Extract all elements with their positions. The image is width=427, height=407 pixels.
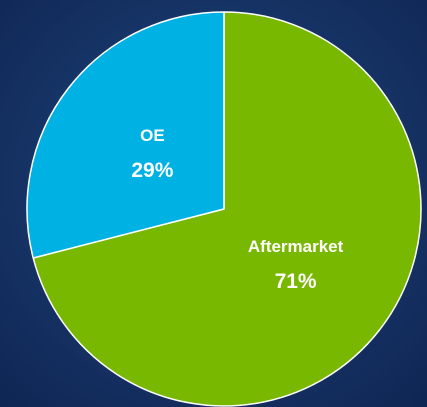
pie-slice bbox=[32, 11, 422, 407]
slice-label: Aftermarket bbox=[248, 237, 344, 256]
slice-value-label: 71% bbox=[275, 270, 317, 293]
slice-value-label: 29% bbox=[131, 159, 173, 182]
pie-slice bbox=[26, 11, 225, 259]
pie bbox=[26, 11, 422, 407]
data-labels: Aftermarket 71% OE 29% bbox=[131, 126, 343, 293]
slice-label: OE bbox=[140, 126, 165, 145]
